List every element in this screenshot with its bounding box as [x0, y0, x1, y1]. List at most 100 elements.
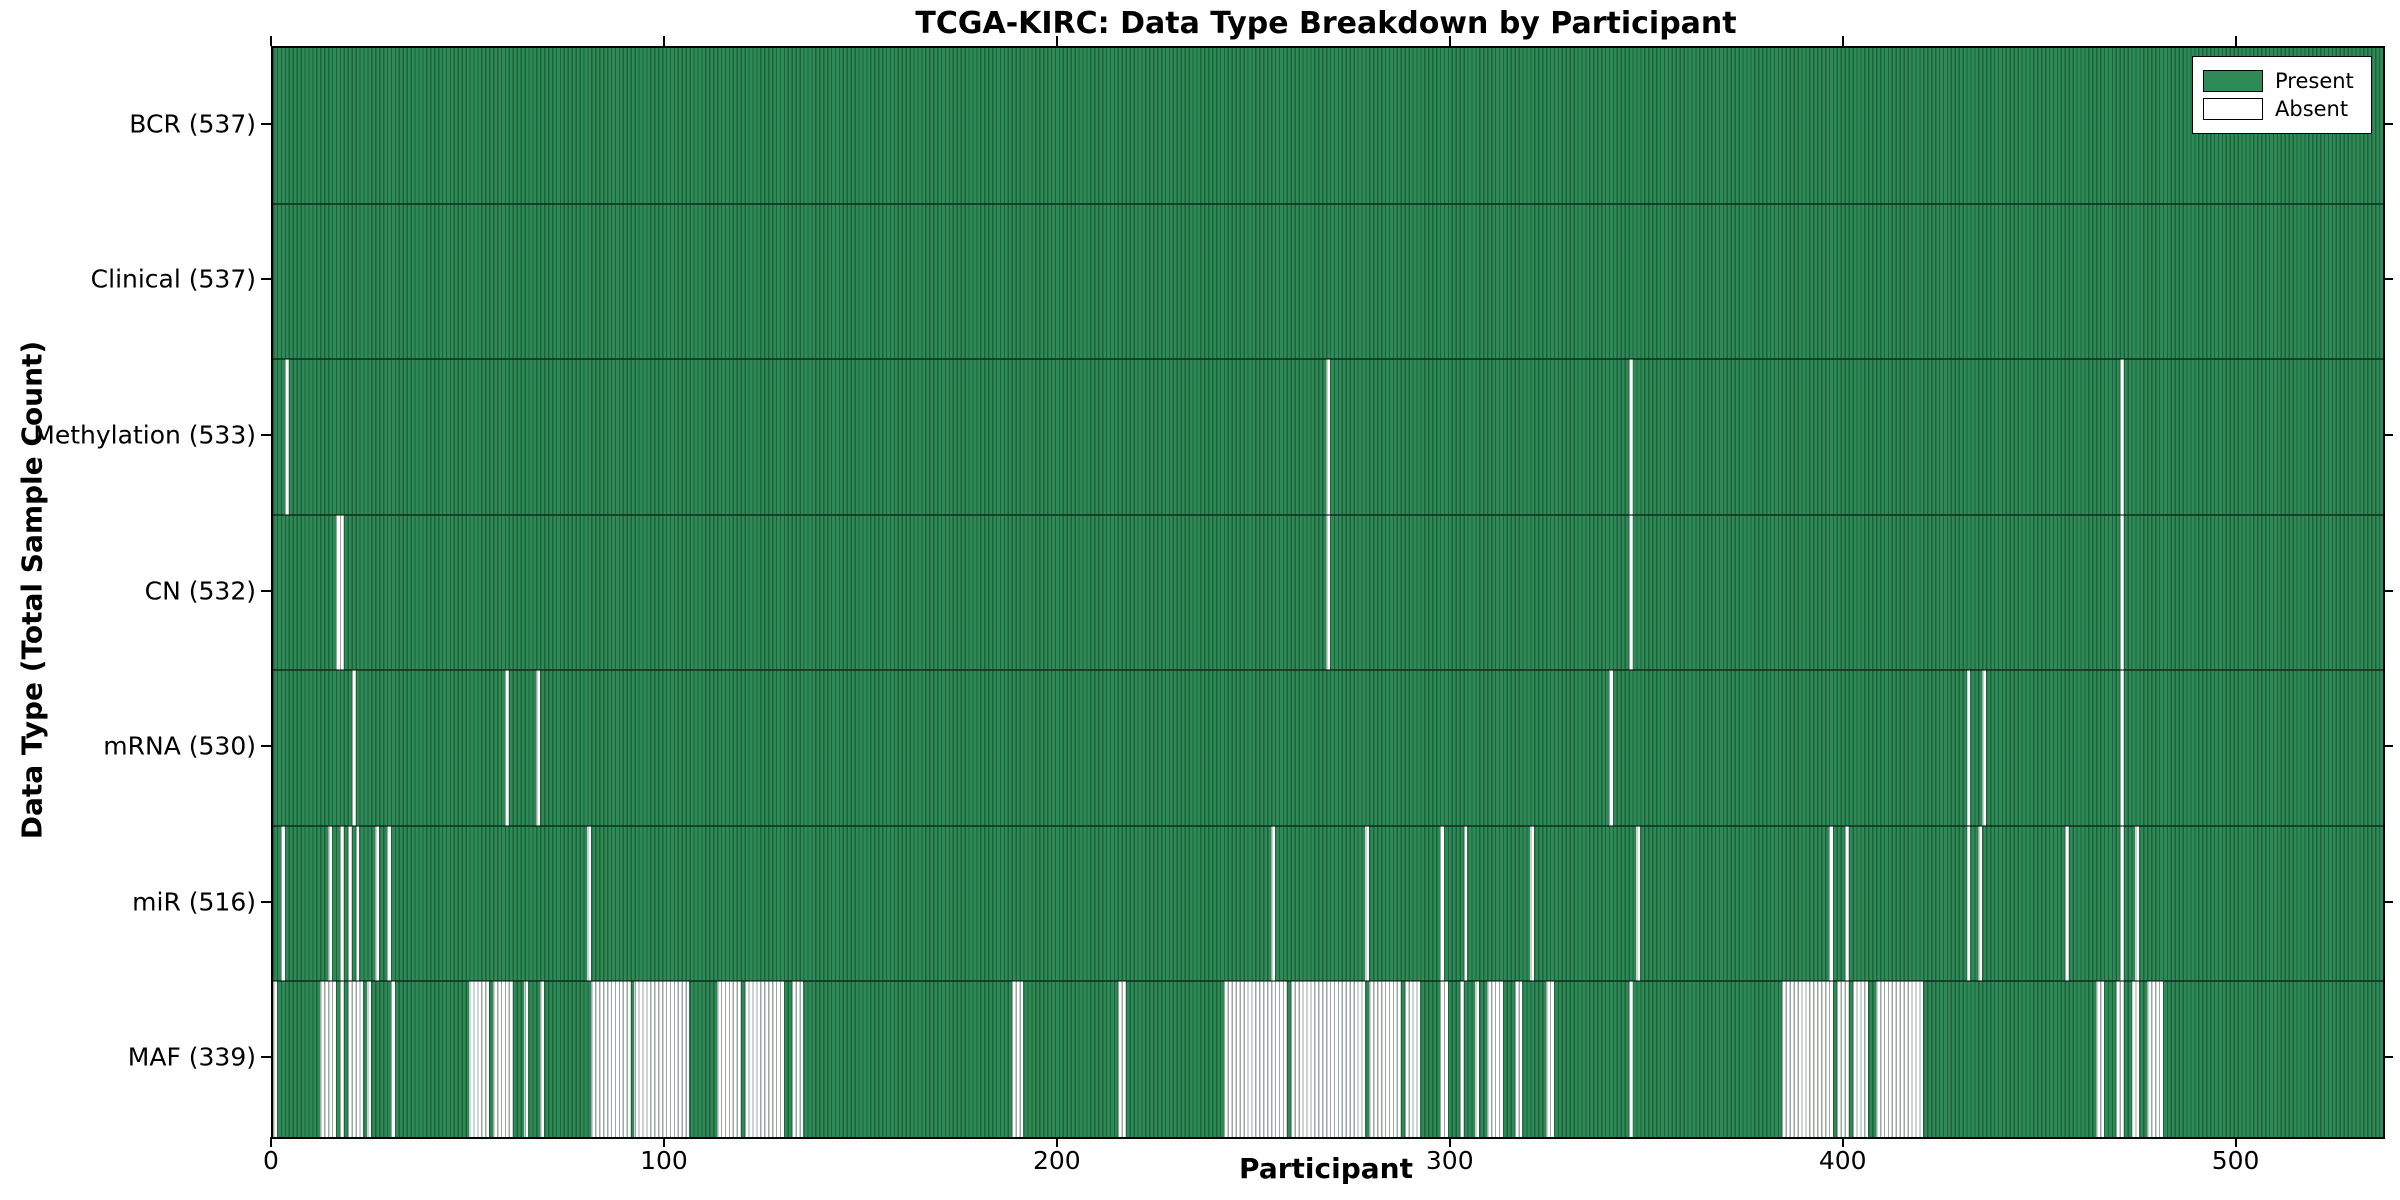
- legend: Present Absent: [2192, 56, 2372, 134]
- absent-stripe: [1011, 981, 1024, 1137]
- absent-stripe: [280, 825, 285, 982]
- absent-stripe: [2119, 670, 2124, 826]
- row-divider: [273, 513, 2383, 516]
- row-mir: [273, 825, 2383, 982]
- x-tick-mark: [270, 36, 272, 46]
- absent-stripe: [1966, 670, 1971, 826]
- absent-stripe: [591, 981, 631, 1137]
- absent-stripe: [355, 825, 360, 982]
- absent-stripe: [1636, 825, 1641, 982]
- absent-stripe: [1326, 514, 1330, 671]
- row-divider: [273, 358, 2383, 361]
- row-divider: [273, 669, 2383, 672]
- absent-stripe: [1369, 981, 1401, 1137]
- absent-stripe: [1439, 981, 1448, 1137]
- absent-stripe: [1271, 825, 1275, 982]
- x-tick-label-200: 200: [1032, 1146, 1081, 1175]
- x-tick-label-0: 0: [263, 1146, 279, 1175]
- absent-stripe: [1223, 981, 1287, 1137]
- chart-title: TCGA-KIRC: Data Type Breakdown by Partic…: [915, 6, 1737, 41]
- absent-stripe: [1487, 981, 1503, 1137]
- absent-swatch: [2203, 98, 2263, 120]
- absent-stripe: [1514, 981, 1523, 1137]
- absent-stripe: [1828, 825, 1833, 982]
- present-swatch: [2203, 70, 2263, 92]
- legend-entry-present: Present: [2203, 69, 2361, 93]
- absent-stripe: [1978, 825, 1983, 982]
- x-tick-mark: [662, 1137, 665, 1147]
- absent-stripe: [367, 981, 372, 1137]
- y-tick-label-bcr: BCR (537): [129, 109, 256, 139]
- absent-stripe: [1326, 359, 1330, 515]
- y-tick-mark: [2383, 122, 2393, 125]
- absent-stripe: [347, 825, 352, 982]
- y-tick-label-mrna: mRNA (530): [103, 731, 256, 761]
- y-tick-label-methylation: Methylation (533): [33, 420, 256, 450]
- legend-label-present: Present: [2275, 69, 2354, 93]
- absent-stripe: [634, 981, 690, 1137]
- absent-stripe: [347, 981, 364, 1137]
- y-tick-mark: [261, 745, 271, 748]
- x-axis-label: Participant: [1239, 1152, 1413, 1185]
- y-tick-mark: [2383, 900, 2393, 903]
- row-clinical: [273, 204, 2383, 360]
- row-maf: [273, 981, 2383, 1137]
- legend-label-absent: Absent: [2275, 97, 2349, 121]
- x-tick-label-100: 100: [640, 1146, 688, 1175]
- absent-stripe: [1852, 981, 1869, 1137]
- absent-stripe: [791, 981, 804, 1137]
- absent-stripe: [284, 359, 289, 515]
- absent-stripe: [1628, 359, 1633, 515]
- absent-stripe: [2096, 981, 2104, 1137]
- x-tick-mark: [1055, 36, 1058, 46]
- absent-stripe: [1439, 825, 1444, 982]
- absent-stripe: [2147, 981, 2163, 1137]
- absent-stripe: [339, 981, 344, 1137]
- x-tick-mark: [1448, 36, 1451, 46]
- x-tick-mark: [1841, 1137, 1844, 1147]
- absent-stripe: [2135, 825, 2140, 982]
- y-tick-mark: [2383, 278, 2393, 281]
- absent-stripe: [386, 825, 391, 982]
- absent-stripe: [1966, 825, 1971, 982]
- absent-stripe: [2119, 359, 2124, 515]
- plot-area: [271, 46, 2385, 1139]
- absent-stripe: [2131, 981, 2140, 1137]
- y-tick-mark: [261, 900, 271, 903]
- absent-stripe: [339, 825, 344, 982]
- absent-stripe: [2115, 981, 2124, 1137]
- row-mrna: [273, 670, 2383, 826]
- x-tick-mark: [270, 1137, 272, 1147]
- absent-stripe: [335, 514, 344, 671]
- absent-stripe: [504, 670, 509, 826]
- absent-stripe: [2119, 825, 2124, 982]
- absent-stripe: [1836, 981, 1849, 1137]
- y-tick-label-mir: miR (516): [132, 887, 256, 917]
- row-methylation: [273, 359, 2383, 515]
- y-tick-mark: [2383, 589, 2393, 592]
- absent-stripe: [1982, 670, 1987, 826]
- absent-stripe: [540, 981, 545, 1137]
- absent-stripe: [1463, 825, 1468, 982]
- y-tick-mark: [261, 589, 271, 592]
- absent-stripe: [375, 825, 380, 982]
- y-tick-mark: [2383, 745, 2393, 748]
- row-divider: [273, 824, 2383, 827]
- x-tick-label-400: 400: [1818, 1146, 1867, 1175]
- y-tick-label-cn: CN (532): [144, 576, 256, 605]
- absent-stripe: [351, 670, 356, 826]
- row-divider: [273, 980, 2383, 983]
- absent-stripe: [273, 981, 277, 1137]
- y-tick-mark: [2383, 433, 2393, 436]
- y-tick-mark: [261, 1056, 271, 1059]
- absent-stripe: [1365, 825, 1370, 982]
- absent-stripe: [2119, 514, 2124, 671]
- absent-stripe: [390, 981, 395, 1137]
- absent-stripe: [320, 981, 336, 1137]
- x-tick-label-500: 500: [2211, 1146, 2260, 1175]
- absent-stripe: [536, 670, 541, 826]
- y-tick-label-maf: MAF (339): [127, 1042, 256, 1072]
- absent-stripe: [1290, 981, 1366, 1137]
- absent-stripe: [1608, 670, 1613, 826]
